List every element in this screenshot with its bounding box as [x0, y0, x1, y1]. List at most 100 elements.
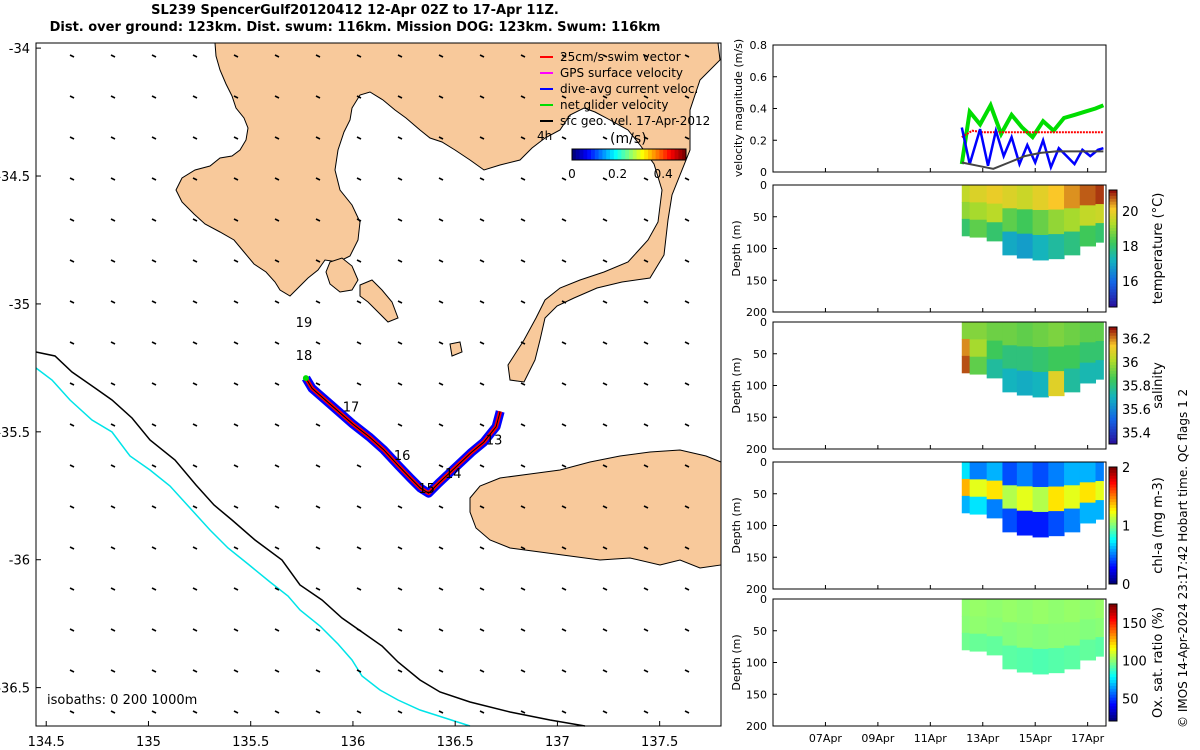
geo-vel-arrow	[110, 259, 116, 263]
geo-vel-arrow	[233, 54, 239, 58]
geo-vel-arrow	[684, 218, 690, 222]
geo-vel-arrow	[520, 628, 526, 632]
geo-vel-arrow	[233, 710, 239, 714]
legend-colorbar-cell	[602, 149, 607, 160]
geo-vel-arrow	[479, 587, 485, 591]
legend-colorbar-cell	[667, 149, 672, 160]
section-cell	[1032, 371, 1049, 398]
velocity-y-tick-label: 0.4	[750, 103, 768, 116]
colorbar-cell	[1109, 644, 1117, 649]
geo-vel-arrow	[192, 177, 198, 181]
colorbar-tick-label: 35.8	[1122, 380, 1151, 395]
map-x-tick-label: 137.5	[641, 735, 678, 750]
geo-vel-arrow	[643, 300, 649, 304]
geo-vel-arrow	[397, 136, 403, 140]
geo-vel-arrow	[69, 669, 75, 673]
colorbar-cell	[1109, 280, 1117, 285]
colorbar-cell	[1109, 478, 1117, 483]
geo-vel-arrow	[643, 95, 649, 99]
colorbar-cell	[1109, 560, 1117, 565]
colorbar-cell	[1109, 537, 1117, 541]
colorbar-cell	[1109, 414, 1117, 419]
colorbar-cell	[1109, 329, 1117, 334]
velocity-y-tick-label: 0.6	[750, 71, 768, 84]
geo-vel-arrow	[110, 136, 116, 140]
map-y-tick-label: -35.5	[0, 426, 30, 441]
section-cell	[961, 338, 971, 357]
geo-vel-arrow	[479, 218, 485, 222]
geo-vel-arrow	[438, 95, 444, 99]
geo-vel-arrow	[438, 628, 444, 632]
colorbar-cell	[1109, 609, 1117, 614]
section-cell	[1048, 209, 1065, 235]
colorbar-cell	[1109, 248, 1117, 252]
section-cell	[986, 222, 1003, 242]
colorbar-cell	[1109, 662, 1117, 666]
geo-vel-arrow	[274, 177, 280, 181]
glider-track-line	[305, 377, 501, 494]
colorbar-cell	[1109, 691, 1117, 696]
section-cell	[1095, 618, 1104, 638]
colorbar-cell	[1109, 685, 1117, 690]
colorbar-cell	[1109, 472, 1117, 477]
colorbar-cell	[1109, 298, 1117, 302]
track-day-label: 13	[486, 434, 503, 449]
legend-colorbar-cell	[629, 149, 634, 160]
geo-vel-arrow	[438, 587, 444, 591]
colorbar-cell	[1109, 210, 1117, 214]
geo-vel-arrow	[520, 382, 526, 386]
geo-vel-arrow	[233, 423, 239, 427]
legend-colorbar-cell	[617, 149, 622, 160]
colorbar-cell	[1109, 435, 1117, 439]
colorbar-cell	[1109, 338, 1117, 343]
colorbar-cell	[1109, 382, 1117, 386]
section-cell	[1032, 648, 1049, 675]
section-cell	[961, 599, 971, 617]
geo-vel-arrow	[151, 464, 157, 468]
velocity-y-tick-label: 0.2	[750, 134, 768, 147]
colorbar-cell	[1109, 636, 1117, 640]
geo-vel-arrow	[233, 382, 239, 386]
colorbar-cell	[1109, 688, 1117, 693]
legend-colorbar-cell	[610, 149, 615, 160]
geo-vel-arrow	[315, 218, 321, 222]
section-cell	[961, 322, 971, 340]
colorbar-cell	[1109, 257, 1117, 261]
section-cell	[986, 617, 1003, 637]
colorbar-cell	[1109, 426, 1117, 430]
geo-vel-arrow	[356, 710, 362, 714]
section-cell	[1002, 322, 1018, 346]
geo-vel-arrow	[643, 546, 649, 550]
section-cell	[1016, 370, 1034, 396]
geo-vel-arrow	[438, 136, 444, 140]
legend-colorbar-cell	[648, 149, 653, 160]
geo-vel-arrow	[356, 382, 362, 386]
section-y-tick-label: 150	[746, 688, 767, 701]
section-y-tick-label: 0	[760, 456, 767, 469]
geo-vel-arrow	[192, 710, 198, 714]
colorbar-cell	[1109, 650, 1117, 655]
geo-vel-arrow	[684, 300, 690, 304]
legend-colorbar-tick: 0.4	[654, 167, 673, 181]
geo-vel-arrow	[356, 136, 362, 140]
legend-colorbar-cell	[583, 149, 588, 160]
section-cell	[1048, 648, 1065, 674]
section-cell	[1079, 185, 1097, 206]
geo-vel-arrow	[69, 710, 75, 714]
colorbar-cell	[1109, 665, 1117, 669]
geo-vel-arrow	[397, 669, 403, 673]
geo-vel-arrow	[233, 669, 239, 673]
geo-vel-arrow	[602, 341, 608, 345]
geo-vel-arrow	[479, 300, 485, 304]
section-cell	[1095, 223, 1104, 243]
geo-vel-arrow	[397, 341, 403, 345]
colorbar-cell	[1109, 201, 1117, 206]
legend-interval-label: 4h	[537, 129, 552, 143]
colorbar-cell	[1109, 341, 1117, 346]
colorbar-cell	[1109, 656, 1117, 661]
section-cell	[961, 185, 971, 203]
geo-vel-arrow	[69, 505, 75, 509]
land-island	[449, 341, 463, 357]
colorbar-cell	[1109, 403, 1117, 407]
colorbar-cell	[1109, 423, 1117, 427]
